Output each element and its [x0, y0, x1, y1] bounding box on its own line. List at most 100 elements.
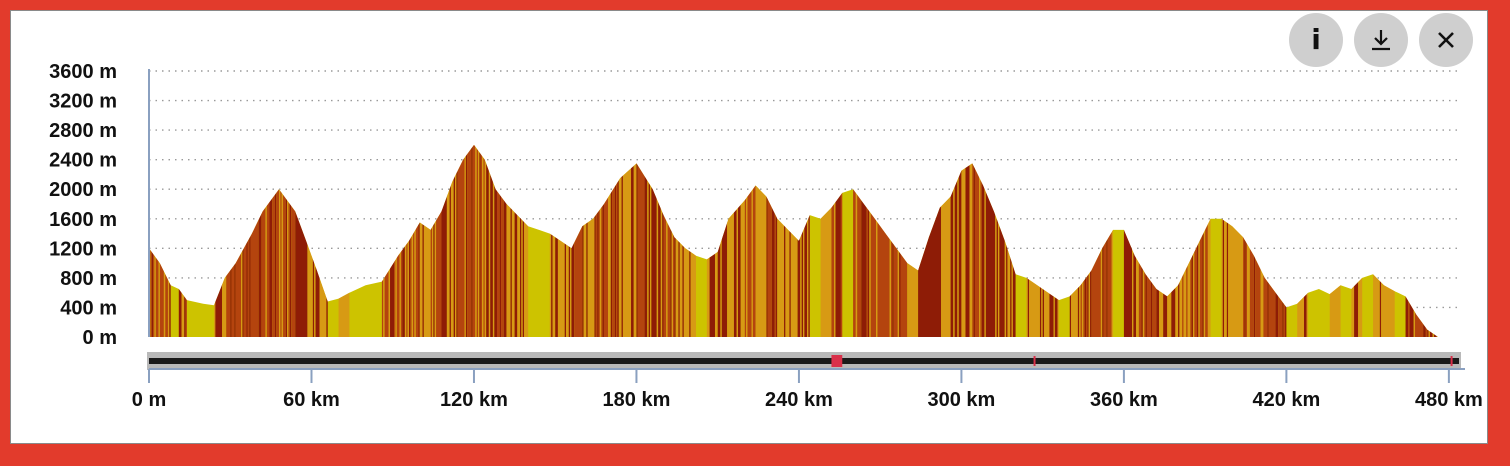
download-button[interactable]: [1354, 13, 1408, 67]
gradient-segment: [801, 144, 803, 337]
gradient-segment: [522, 144, 525, 337]
gradient-segment: [1285, 144, 1287, 337]
gradient-segment: [1163, 144, 1168, 337]
gradient-segment: [1297, 144, 1304, 337]
gradient-segment: [648, 144, 650, 337]
x-tick-label: 300 km: [928, 389, 996, 411]
info-button[interactable]: i: [1289, 13, 1343, 67]
gradient-segment: [269, 144, 273, 337]
gradient-segment: [775, 144, 778, 337]
gradient-segment: [234, 144, 236, 337]
gradient-segment: [1260, 144, 1264, 337]
gradient-segment: [1415, 144, 1424, 337]
gradient-segment: [649, 144, 652, 337]
x-tick-label: 420 km: [1252, 389, 1320, 411]
close-button[interactable]: [1419, 13, 1473, 67]
gradient-segment: [338, 144, 350, 337]
gradient-segment: [314, 144, 316, 337]
gradient-segment: [1103, 144, 1107, 337]
gradient-segment: [1007, 144, 1011, 337]
gradient-segment: [388, 144, 391, 337]
gradient-segment: [549, 144, 552, 337]
gradient-segment: [1190, 144, 1192, 337]
gradient-segment: [506, 144, 511, 337]
gradient-segment: [1159, 144, 1164, 337]
y-tick-label: 2800 m: [49, 120, 117, 142]
gradient-segment: [276, 144, 279, 337]
gradient-segment: [315, 144, 320, 337]
gradient-segment: [1429, 144, 1433, 337]
gradient-segment: [501, 144, 504, 337]
gradient-segment: [430, 144, 432, 337]
gradient-segment: [1354, 144, 1359, 337]
gradient-segment: [907, 144, 919, 337]
gradient-segment: [617, 144, 619, 337]
gradient-segment: [663, 144, 667, 337]
y-tick-label: 0 m: [83, 327, 117, 349]
gradient-segment: [517, 144, 521, 337]
gradient-segment: [1194, 144, 1198, 337]
gradient-segment: [242, 144, 244, 337]
gradient-segment: [408, 144, 411, 337]
gradient-segment: [789, 144, 791, 337]
gradient-segment: [274, 144, 277, 337]
gradient-segment: [582, 144, 584, 337]
gradient-segment: [790, 144, 798, 337]
gradient-segment: [158, 144, 160, 337]
gradient-segment: [678, 144, 680, 337]
gradient-segment: [246, 144, 248, 337]
gradient-segment: [484, 144, 487, 337]
gradient-segment: [574, 144, 583, 337]
gradient-segment: [1087, 144, 1089, 337]
gradient-segment: [618, 144, 622, 337]
gradient-segment: [243, 144, 247, 337]
gradient-segment: [235, 144, 242, 337]
gradient-segment: [514, 144, 518, 337]
gradient-segment: [1145, 144, 1147, 337]
gradient-segment: [877, 144, 890, 337]
gradient-segment: [471, 144, 473, 337]
y-tick-label: 1200 m: [49, 238, 117, 260]
gradient-segment: [288, 144, 290, 337]
gradient-segment: [747, 144, 752, 337]
gradient-segment: [287, 144, 289, 337]
route-track-bar[interactable]: [147, 352, 1461, 370]
gradient-segment: [499, 144, 502, 337]
gradient-segment: [446, 144, 450, 337]
gradient-segment: [644, 144, 648, 337]
gradient-segment: [1091, 144, 1101, 337]
gradient-segment: [612, 144, 615, 337]
gradient-segment: [972, 144, 974, 337]
gradient-segment: [1202, 144, 1204, 337]
gradient-segment: [283, 144, 286, 337]
gradient-segment: [969, 144, 973, 337]
gradient-segment: [899, 144, 901, 337]
y-tick-label: 3200 m: [49, 91, 117, 113]
gradient-segment: [167, 144, 170, 337]
gradient-segment: [407, 144, 409, 337]
gradient-segment: [1150, 144, 1153, 337]
gradient-segment: [1053, 144, 1055, 337]
gradient-segment: [307, 144, 313, 337]
gradient-segment: [456, 144, 458, 337]
gradient-segment: [230, 144, 232, 337]
gradient-segment: [510, 144, 512, 337]
gradient-segment: [1228, 144, 1244, 337]
download-icon: [1372, 30, 1390, 51]
gradient-segment: [667, 144, 671, 337]
gradient-segment: [1191, 144, 1193, 337]
gradient-segment: [766, 144, 768, 337]
gradient-segment: [1083, 144, 1085, 337]
elevation-profile-panel: i 0 m 400 m 800 m 1200 m 1600 m 2000 m 2400 m 2…: [10, 10, 1488, 444]
gradient-segment: [520, 144, 522, 337]
gradient-segment: [1303, 144, 1307, 337]
gradient-segment: [1107, 144, 1112, 337]
gradient-segment: [601, 144, 603, 337]
gradient-segment: [465, 144, 468, 337]
gradient-segment: [721, 144, 728, 337]
gradient-segment: [1102, 144, 1104, 337]
gradient-segment: [1069, 144, 1072, 337]
gradient-segment: [980, 144, 982, 337]
gradient-segment: [1012, 144, 1016, 337]
gradient-segment: [1049, 144, 1054, 337]
